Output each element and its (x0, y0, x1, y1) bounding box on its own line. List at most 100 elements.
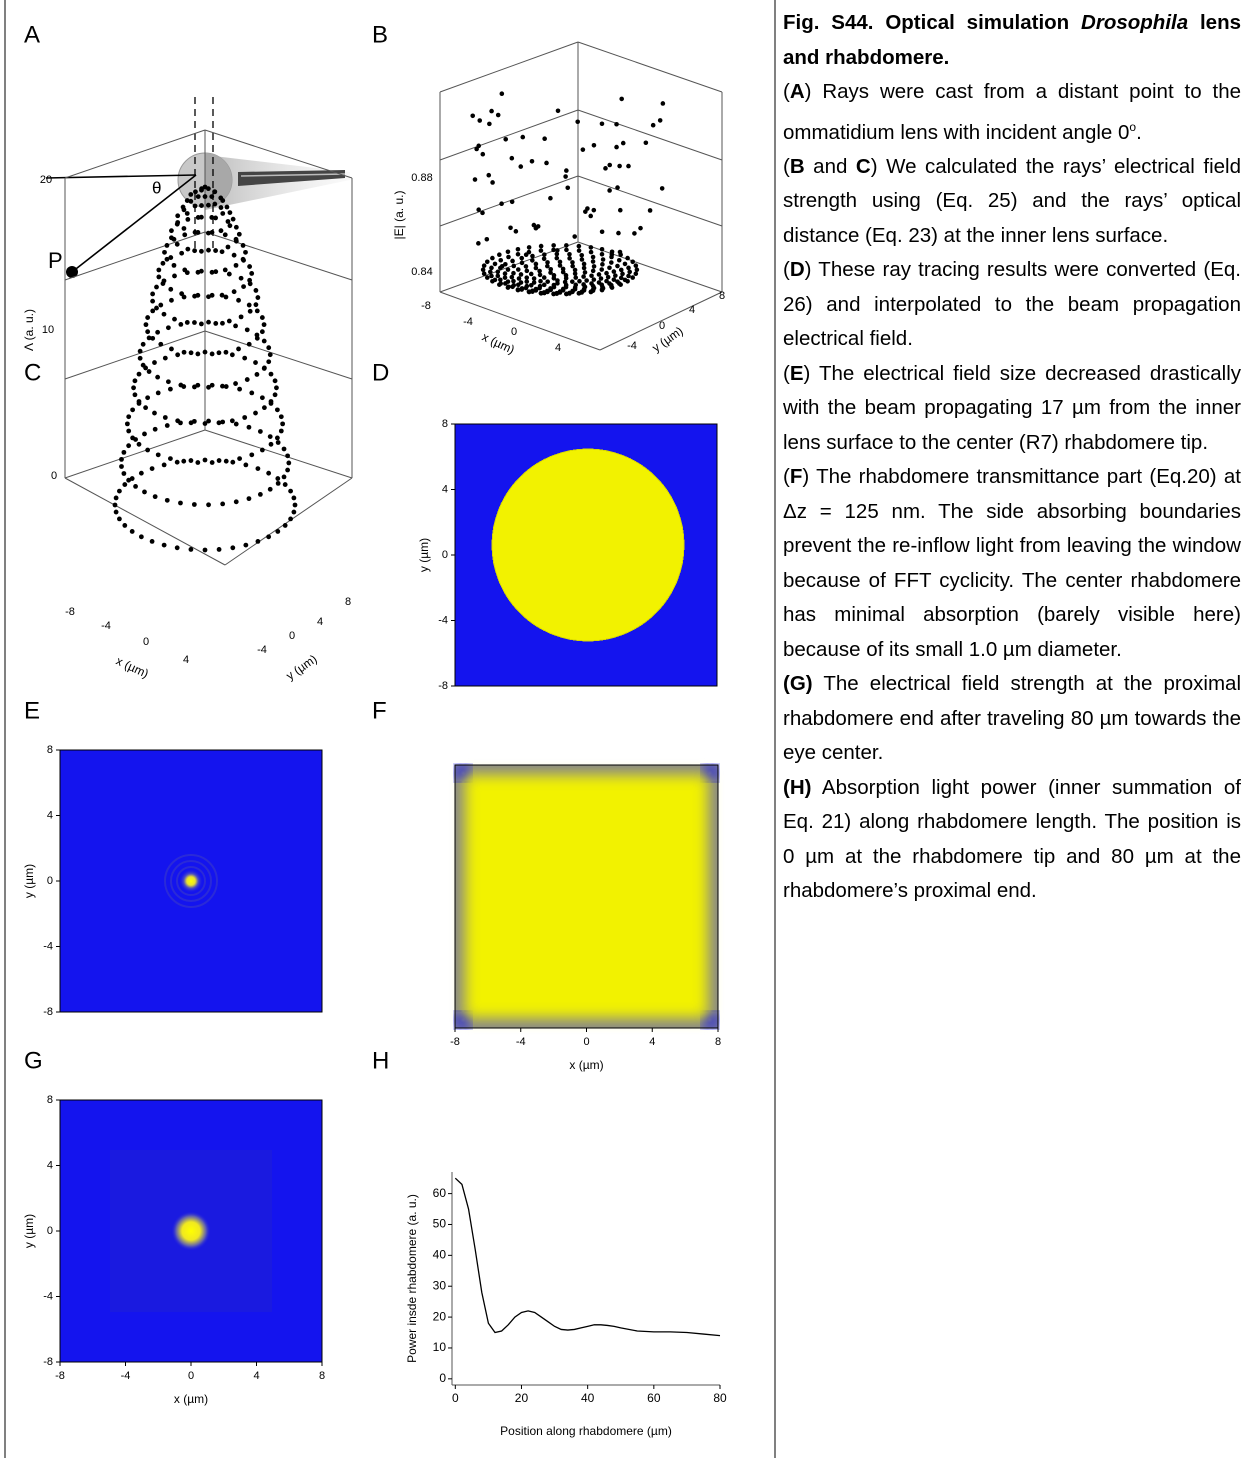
point (613, 273, 618, 278)
point (202, 184, 208, 190)
point (551, 273, 557, 278)
point (548, 267, 554, 272)
point (533, 265, 539, 271)
point (195, 194, 201, 199)
panel-label: A (24, 21, 40, 48)
point (627, 269, 632, 275)
caption-title: Fig. S44. Optical simulation Drosophila … (783, 6, 1241, 75)
point (515, 287, 521, 293)
point (509, 155, 515, 161)
point (526, 289, 532, 295)
point (155, 329, 161, 335)
point (174, 545, 180, 551)
point (137, 355, 143, 361)
x-tick-label: -8 (55, 1370, 65, 1382)
y-tick-label: -8 (43, 1006, 53, 1018)
point (224, 204, 230, 210)
point (567, 256, 572, 261)
point (247, 308, 253, 314)
point (162, 355, 168, 361)
point (609, 285, 615, 290)
point (149, 466, 155, 471)
point (152, 410, 157, 416)
x-tick-label: 8 (715, 1036, 721, 1048)
point (138, 534, 144, 540)
y-ticks: 8 (345, 596, 351, 608)
point (560, 269, 566, 275)
point (557, 259, 563, 265)
point (584, 278, 589, 283)
point (117, 516, 122, 522)
point (551, 243, 556, 248)
x-tick-label: 4 (253, 1370, 259, 1382)
y-axis-label: Power insde rhabdomere (a. u.) (405, 1194, 419, 1363)
point (236, 297, 241, 303)
point (617, 207, 623, 213)
x-tick-label: -8 (450, 1036, 460, 1048)
x-tick-label: 8 (319, 1370, 325, 1382)
point (113, 509, 119, 515)
point (254, 308, 260, 314)
point (175, 352, 181, 358)
y-tick-label: 30 (433, 1278, 447, 1292)
point (502, 275, 508, 280)
point (212, 201, 218, 207)
point (126, 414, 132, 420)
point (219, 292, 225, 298)
point (607, 265, 612, 271)
point (188, 458, 194, 463)
point (499, 91, 505, 97)
point (188, 192, 194, 197)
point (499, 201, 504, 207)
point (257, 429, 263, 434)
point (220, 383, 225, 389)
angle-label: θ (152, 178, 161, 197)
point (152, 360, 157, 365)
point (572, 234, 577, 239)
point (288, 516, 293, 522)
point (169, 297, 174, 303)
point (643, 140, 649, 146)
point (178, 420, 183, 426)
point (275, 476, 281, 481)
point (576, 248, 582, 253)
point (142, 489, 147, 495)
text: . (1136, 120, 1142, 144)
point (161, 462, 167, 468)
x-ticks: -8 (65, 606, 75, 618)
point (548, 270, 553, 275)
point (161, 311, 167, 317)
point (272, 392, 278, 398)
point (480, 210, 485, 216)
point (633, 271, 639, 277)
point (133, 437, 138, 442)
point (169, 228, 174, 234)
point (230, 216, 236, 222)
point (242, 415, 248, 420)
point (238, 314, 244, 320)
point (538, 243, 544, 249)
point (513, 229, 519, 234)
point (112, 502, 118, 508)
point (570, 260, 575, 265)
point (488, 269, 493, 275)
point (266, 345, 272, 351)
axis-line (204, 429, 353, 479)
grid-line (64, 231, 206, 281)
point (292, 502, 298, 508)
point (515, 282, 521, 288)
point (492, 261, 498, 267)
point (626, 265, 631, 271)
y-tick-label: -8 (43, 1356, 53, 1368)
point (510, 284, 515, 290)
point (199, 203, 204, 208)
y-tick-label: 4 (442, 483, 448, 495)
point (206, 294, 211, 300)
point (614, 121, 619, 127)
point (476, 241, 481, 246)
point (497, 252, 502, 258)
point (130, 407, 136, 413)
point (530, 289, 535, 294)
point (489, 265, 494, 271)
text: ) These ray tracing results were convert… (783, 258, 1241, 351)
